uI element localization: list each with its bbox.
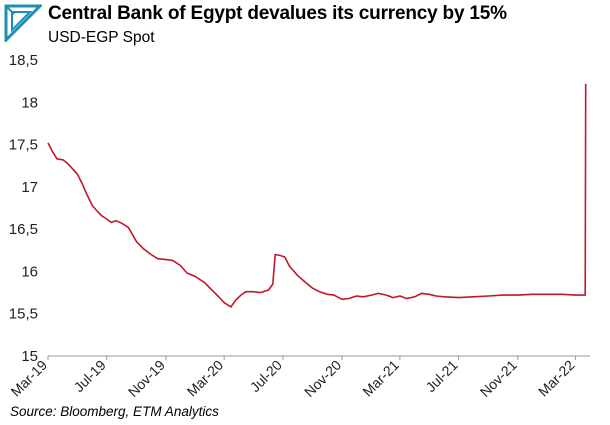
x-tick-label: Jul-21: [422, 357, 460, 395]
y-tick-label: 16,5: [9, 221, 38, 238]
chart-title: Central Bank of Egypt devalues its curre…: [48, 3, 507, 24]
y-tick-label: 16: [21, 263, 38, 280]
y-tick-label: 15: [21, 348, 38, 365]
x-tick-label: Jul-20: [247, 357, 285, 395]
chart-subtitle: USD-EGP Spot: [48, 29, 155, 46]
y-tick-label: 17: [21, 179, 38, 196]
x-tick-label: Nov-20: [301, 357, 344, 400]
usd-egp-series-line: [47, 83, 587, 308]
x-tick-label: Nov-19: [125, 357, 168, 400]
source-note: Source: Bloomberg, ETM Analytics: [10, 404, 219, 419]
x-tick-label: Mar-22: [535, 357, 578, 400]
x-tick-label: Mar-21: [359, 357, 402, 400]
x-tick-label: Nov-21: [477, 357, 520, 400]
y-tick-label: 17,5: [9, 137, 38, 154]
y-tick-label: 15,5: [9, 306, 38, 323]
x-tick-label: Mar-20: [184, 357, 227, 400]
y-tick-label: 18,5: [9, 52, 38, 69]
y-tick-label: 18: [21, 94, 38, 111]
x-tick-label: Jul-19: [71, 357, 109, 395]
triangle-logo-icon: [4, 4, 42, 42]
